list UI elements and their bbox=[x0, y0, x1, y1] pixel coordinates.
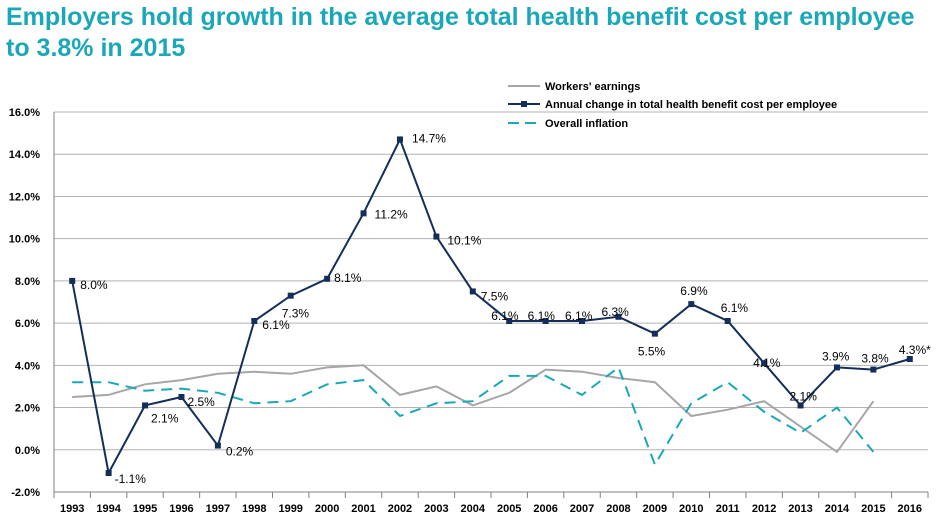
y-tick-label: 0.0% bbox=[15, 445, 40, 457]
data-point-marker bbox=[324, 275, 331, 282]
data-point-marker bbox=[214, 442, 221, 449]
x-tick-label: 2014 bbox=[825, 503, 850, 515]
x-tick-label: 2004 bbox=[461, 503, 486, 515]
data-label: 4.3%* bbox=[899, 343, 931, 357]
data-point-marker bbox=[833, 364, 840, 371]
series-line-workers-earnings bbox=[72, 364, 875, 454]
data-label: 6.1% bbox=[565, 309, 593, 323]
data-label: 6.1% bbox=[262, 318, 290, 332]
x-tick-label: 2005 bbox=[497, 503, 521, 515]
data-point-marker bbox=[615, 313, 622, 320]
data-label: 3.8% bbox=[861, 352, 889, 366]
x-tick-label: 2009 bbox=[643, 503, 667, 515]
x-tick-label: 1998 bbox=[242, 503, 266, 515]
x-tick-label: 1994 bbox=[96, 503, 121, 515]
data-point-marker bbox=[105, 470, 112, 476]
data-label: 7.5% bbox=[481, 289, 509, 303]
data-label: 4.1% bbox=[753, 356, 781, 370]
x-tick-label: 2001 bbox=[351, 503, 375, 515]
data-label: 10.1% bbox=[447, 234, 481, 248]
data-label: 2.1% bbox=[151, 411, 179, 425]
data-point-marker bbox=[69, 277, 76, 284]
data-point-marker bbox=[142, 402, 149, 409]
data-label: 5.5% bbox=[638, 345, 666, 359]
series-line-overall-inflation bbox=[72, 365, 875, 467]
data-point-marker bbox=[906, 356, 913, 362]
y-tick-label: 4.0% bbox=[15, 360, 40, 372]
data-point-marker bbox=[761, 360, 768, 367]
data-label: 6.1% bbox=[491, 309, 519, 323]
data-point-marker bbox=[178, 394, 185, 400]
y-tick-label: 2.0% bbox=[15, 403, 40, 415]
x-tick-label: 2007 bbox=[570, 503, 594, 515]
data-point-marker bbox=[287, 292, 294, 299]
data-label: 7.3% bbox=[282, 307, 310, 321]
data-label: -1.1% bbox=[115, 472, 147, 486]
data-point-marker bbox=[797, 402, 804, 409]
x-tick-label: 2016 bbox=[898, 503, 922, 515]
y-tick-label: -2.0% bbox=[11, 487, 40, 499]
x-tick-label: 2008 bbox=[606, 503, 630, 515]
x-tick-label: 2000 bbox=[315, 503, 339, 515]
data-point-marker bbox=[651, 330, 658, 337]
x-tick-label: 2011 bbox=[716, 503, 740, 515]
x-tick-label: 2002 bbox=[388, 503, 412, 515]
x-tick-label: 1997 bbox=[206, 503, 230, 515]
data-point-marker bbox=[433, 233, 440, 240]
data-label: 0.2% bbox=[226, 445, 254, 459]
data-label: 8.1% bbox=[334, 271, 362, 285]
data-point-marker bbox=[506, 318, 513, 324]
data-point-marker bbox=[360, 210, 367, 217]
y-tick-label: 10.0% bbox=[9, 234, 40, 246]
x-tick-label: 1996 bbox=[169, 503, 193, 515]
data-label: 14.7% bbox=[412, 131, 446, 145]
x-tick-label: 2006 bbox=[533, 503, 557, 515]
data-label: 6.9% bbox=[680, 284, 708, 298]
legend-health-benefit-cost-marker bbox=[521, 101, 527, 107]
legend-health-benefit-cost-label: Annual change in total health benefit co… bbox=[545, 99, 837, 111]
y-tick-label: 16.0% bbox=[9, 107, 40, 119]
y-tick-label: 8.0% bbox=[15, 276, 40, 288]
legend-overall-inflation-label: Overall inflation bbox=[545, 118, 628, 130]
data-point-marker bbox=[579, 318, 586, 324]
data-label: 6.1% bbox=[721, 301, 749, 315]
data-label: 6.1% bbox=[528, 309, 556, 323]
data-point-marker bbox=[251, 318, 258, 324]
data-label: 11.2% bbox=[375, 207, 408, 221]
data-point-marker bbox=[870, 366, 877, 373]
data-point-marker bbox=[396, 136, 403, 143]
data-label: 3.9% bbox=[822, 349, 850, 363]
x-tick-label: 2003 bbox=[424, 503, 448, 515]
data-label: 2.5% bbox=[187, 395, 215, 409]
y-tick-label: 6.0% bbox=[15, 318, 40, 330]
x-tick-label: 2013 bbox=[788, 503, 812, 515]
y-tick-label: 12.0% bbox=[9, 191, 40, 203]
x-tick-label: 2010 bbox=[679, 503, 703, 515]
data-point-marker bbox=[542, 318, 549, 324]
legend-workers-earnings-label: Workers' earnings bbox=[545, 81, 640, 93]
x-tick-label: 1993 bbox=[60, 503, 84, 515]
y-tick-label: 14.0% bbox=[9, 149, 40, 161]
series-line-health-benefit-cost bbox=[71, 136, 911, 476]
data-label: 2.1% bbox=[790, 389, 818, 403]
data-label: 8.0% bbox=[80, 278, 108, 292]
data-point-marker bbox=[724, 318, 731, 324]
x-tick-label: 2012 bbox=[752, 503, 776, 515]
data-point-marker bbox=[469, 288, 476, 295]
chart-title: Employers hold growth in the average tot… bbox=[6, 3, 915, 62]
data-point-marker bbox=[688, 301, 695, 308]
x-tick-label: 1999 bbox=[278, 503, 302, 515]
x-tick-label: 1995 bbox=[133, 503, 157, 515]
data-label: 6.3% bbox=[601, 305, 629, 319]
x-tick-label: 2015 bbox=[861, 503, 885, 515]
